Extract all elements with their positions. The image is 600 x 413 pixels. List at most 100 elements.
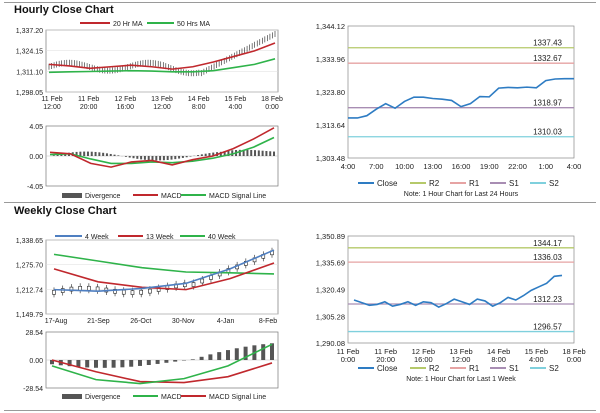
ma-13wk-line — [53, 262, 275, 291]
y-tick-label: 1,290.08 — [316, 339, 345, 348]
ma-4wk-line — [53, 249, 275, 292]
chart-note: Note: 1 Hour Chart for Last 1 Week — [406, 376, 516, 383]
y-tick-label: 1,275.70 — [16, 263, 43, 270]
x-tick-label: 18 Feb 0:00 — [562, 347, 585, 364]
x-tick-label: 4-Jan — [217, 318, 235, 325]
y-tick-label: 1,311.10 — [16, 69, 43, 76]
candle-body — [87, 285, 91, 291]
macd-line — [49, 127, 275, 168]
y-tick-label: 1,344.12 — [316, 22, 345, 31]
level-label-r2: 1337.43 — [533, 39, 562, 48]
ma-20hr-line — [48, 42, 276, 70]
legend-label-50hr: 50 Hrs MA — [177, 21, 210, 28]
weekly-pivot-chart: 1,350.89 1,335.69 1,320.49 1,305.28 1,290.08… — [316, 232, 586, 383]
level-label-s2: 1310.03 — [533, 128, 562, 137]
candle-body — [121, 289, 126, 295]
plot-frame — [45, 29, 279, 93]
y-tick-label: 1,149.79 — [16, 312, 43, 319]
weekly-price-chart: 4 Week 13 Week 40 Week 1,338.65 1,275.70 1,21… — [16, 234, 279, 325]
legend-label-r1: R1 — [469, 179, 480, 188]
chart-note: Note: 1 Hour Chart for Last 24 Hours — [404, 191, 519, 198]
x-tick-label: 12 Feb 16:00 — [114, 96, 136, 111]
y-tick-label: 1,337.20 — [16, 28, 43, 35]
y-tick-label: 0.00 — [29, 358, 43, 365]
x-tick-label: 14 Feb 8:00 — [487, 347, 510, 364]
macd-signal-line — [51, 359, 273, 384]
x-tick-label: 15 Feb 4:00 — [525, 347, 548, 364]
x-tick-label: 12 Feb 16:00 — [412, 347, 435, 364]
x-tick-label: 16:00 — [452, 162, 471, 171]
y-tick-label: -28.54 — [23, 386, 43, 393]
ma-50hr-line — [48, 58, 276, 74]
x-tick-label: 8-Feb — [259, 318, 277, 325]
candle-body — [69, 286, 74, 292]
x-tick-label: 13:00 — [423, 162, 442, 171]
level-label-r1: 1332.67 — [533, 54, 562, 63]
candle-body — [191, 282, 196, 287]
y-tick-label: 1,320.49 — [316, 285, 345, 294]
y-tick-label: 1,303.48 — [316, 154, 345, 163]
level-label-s2: 1296.57 — [533, 323, 562, 332]
close-line — [353, 274, 563, 308]
x-tick-label: 1:00 — [538, 162, 553, 171]
y-tick-label: 1,323.80 — [316, 88, 345, 97]
x-tick-label: 11 Feb 12:00 — [41, 96, 62, 111]
legend-label-close: Close — [377, 364, 398, 373]
y-tick-label: -4.05 — [27, 184, 43, 191]
plot-frame — [347, 235, 575, 344]
y-tick-label: 1,298.05 — [16, 90, 43, 97]
candle-body — [130, 290, 135, 295]
top-rule — [4, 2, 596, 3]
candle-body — [95, 286, 100, 292]
x-tick-label: 11 Feb 0:00 — [337, 347, 360, 364]
y-tick-label: 1,350.89 — [316, 232, 345, 241]
x-tick-label: 17-Aug — [45, 318, 68, 325]
legend-label-s2: S2 — [549, 179, 559, 188]
y-tick-label: 0.00 — [29, 154, 43, 161]
x-tick-label: 11 Feb 20:00 — [78, 96, 99, 111]
bottom-rule — [4, 410, 596, 411]
x-tick-label: 14 Feb 8:00 — [188, 96, 210, 111]
y-tick-label: 28.54 — [25, 330, 43, 337]
level-label-r1: 1336.03 — [533, 253, 562, 262]
candle-body — [52, 290, 56, 295]
x-tick-label: 4:00 — [341, 162, 356, 171]
y-tick-label: 1,305.28 — [316, 312, 345, 321]
legend-label-r2: R2 — [429, 179, 440, 188]
legend-label-macd: MACD — [161, 193, 182, 200]
level-label-s1: 1312.23 — [533, 295, 562, 304]
y-tick-label: 1,333.96 — [316, 55, 345, 64]
x-tick-label: 18 Feb 0:00 — [261, 96, 283, 111]
legend-label-close: Close — [377, 179, 398, 188]
close-line — [348, 77, 574, 119]
legend-label-20hr: 20 Hr MA — [113, 21, 143, 28]
y-tick-label: 1,313.64 — [316, 121, 345, 130]
candle-body — [139, 289, 143, 295]
legend-label-s1: S1 — [509, 364, 519, 373]
y-tick-label: 1,212.74 — [16, 287, 43, 294]
x-tick-label: 22:00 — [508, 162, 527, 171]
legend-label-r2: R2 — [429, 364, 440, 373]
x-tick-label: 26-Oct — [130, 318, 151, 325]
hourly-macd-chart: 4.05 0.00 -4.05 Divergence MACD MACD Signal L… — [27, 124, 279, 200]
legend-label-r1: R1 — [469, 364, 480, 373]
x-tick-label: 30-Nov — [172, 318, 195, 325]
legend-label-macd: MACD — [161, 394, 182, 401]
legend-label-divergence: Divergence — [85, 193, 121, 200]
level-label-s1: 1318.97 — [533, 99, 562, 108]
hourly-pivot-chart: 1,344.12 1,333.96 1,323.80 1,313.64 1,303.48… — [316, 22, 582, 198]
hourly-price-chart: 20 Hr MA 50 Hrs MA 1,337.20 1,324.15 1,311.1… — [16, 21, 283, 111]
legend-label-signal: MACD Signal Line — [209, 193, 266, 200]
legend-label-divergence: Divergence — [85, 394, 121, 401]
legend-label-40wk: 40 Week — [208, 234, 236, 241]
x-tick-label: 21-Sep — [87, 318, 110, 325]
x-tick-label: 4:00 — [567, 162, 582, 171]
x-tick-label: 11 Feb 20:00 — [374, 347, 397, 364]
x-tick-label: 13 Feb 12:00 — [151, 96, 173, 111]
y-tick-label: 4.05 — [29, 124, 43, 131]
legend-swatch-divergence — [62, 394, 82, 399]
y-tick-label: 1,324.15 — [16, 49, 43, 56]
level-label-r2: 1344.17 — [533, 239, 562, 248]
weekly-macd-chart: 28.54 0.00 -28.54 Divergence MACD MACD Signal… — [23, 330, 279, 401]
legend-label-signal: MACD Signal Line — [209, 394, 266, 401]
